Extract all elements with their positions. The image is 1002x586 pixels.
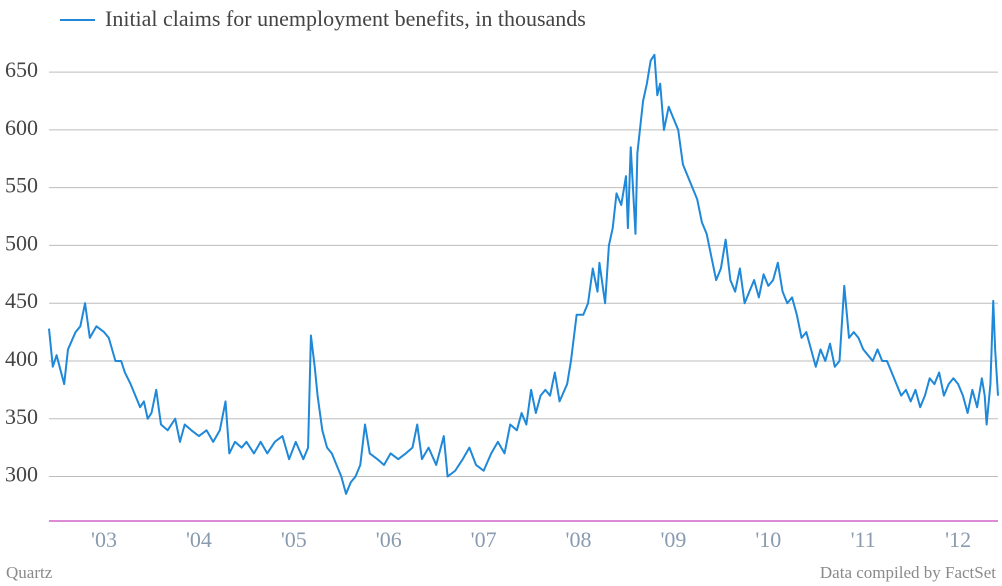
- x-tick-label: '11: [851, 527, 876, 552]
- legend-label: Initial claims for unemployment benefits…: [105, 6, 586, 31]
- y-tick-label: 600: [5, 115, 38, 140]
- y-tick-label: 650: [5, 57, 38, 82]
- x-tick-label: '09: [660, 527, 686, 552]
- x-tick-label: '10: [755, 527, 781, 552]
- source-left: Quartz: [6, 563, 53, 582]
- x-tick-label: '12: [945, 527, 971, 552]
- y-tick-label: 350: [5, 404, 38, 429]
- y-tick-label: 300: [5, 462, 38, 487]
- x-tick-label: '03: [91, 527, 117, 552]
- series-line: [48, 53, 999, 495]
- source-right: Data compiled by FactSet: [820, 563, 996, 582]
- y-tick-label: 400: [5, 346, 38, 371]
- x-tick-label: '07: [471, 527, 497, 552]
- y-tick-label: 500: [5, 230, 38, 255]
- x-tick-label: '05: [281, 527, 307, 552]
- y-tick-label: 450: [5, 288, 38, 313]
- x-tick-label: '06: [376, 527, 402, 552]
- x-tick-label: '08: [566, 527, 592, 552]
- y-tick-label: 550: [5, 173, 38, 198]
- x-tick-label: '04: [186, 527, 212, 552]
